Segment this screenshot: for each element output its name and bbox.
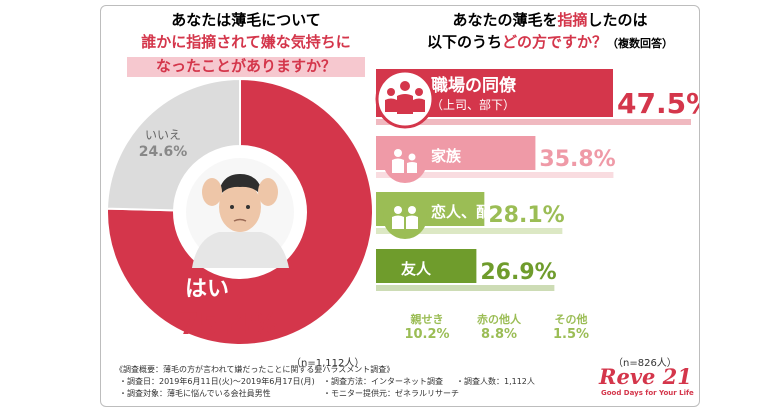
no-slice-label: いいえ <box>145 128 181 142</box>
survey-date: ・調査日：2019年6月11日(火)～2019年6月17日(月) <box>119 377 315 386</box>
survey-count: ・調査人数：1,112人 <box>456 377 535 386</box>
right-question-emphasis: どの方ですか？ <box>502 33 608 51</box>
bar-label: 友人 <box>401 260 432 278</box>
bar-value: 47.5% <box>617 87 699 120</box>
right-question-line2: 以下のうちどの方ですか？（複数回答） <box>401 32 699 54</box>
left-question-line1: あなたは薄毛について <box>171 11 321 29</box>
brand-logo: Reve 21 <box>599 364 692 389</box>
family-icon <box>383 139 427 183</box>
bar-underline <box>376 228 563 234</box>
bar-label: 恋人、配偶者 <box>431 203 521 221</box>
right-sample-size: （n=826人） <box>613 358 677 369</box>
right-question-emphasis: 指摘 <box>557 11 588 29</box>
yes-slice-label: はい <box>185 277 229 302</box>
survey-summary-title: 《調査概要：薄毛の方が言われて嫌だったことに関する髪ハラスメント調査》 <box>115 365 395 374</box>
bar-sublabel: （上司、部下） <box>431 97 515 112</box>
other-answer-value: 10.2% <box>404 327 450 342</box>
thinning-hair-man-image <box>174 146 306 278</box>
bar-value: 28.1% <box>488 203 564 228</box>
bar-label: 家族 <box>431 147 462 165</box>
multiple-answer-note: （複数回答） <box>607 37 674 50</box>
bar-value: 26.9% <box>480 260 556 285</box>
left-question-line3: なったことがありますか？ <box>155 57 336 75</box>
coworkers-icon <box>375 69 435 129</box>
bar-underline <box>376 119 691 125</box>
left-question-line2: 誰かに指摘されて嫌な気持ちに <box>141 33 351 51</box>
bar-value: 35.8% <box>539 147 615 172</box>
right-question-text: あなたの薄毛を <box>452 11 558 29</box>
bar-underline <box>376 285 555 291</box>
bar-label: 職場の同僚 <box>431 75 517 96</box>
other-answer-label: 親せき <box>410 313 444 326</box>
bar-4 <box>376 249 477 283</box>
survey-target: ・調査対象：薄毛に悩んでいる会社員男性 <box>119 389 271 398</box>
left-question-highlight <box>127 57 365 77</box>
right-question-line1: あなたの薄毛を指摘したのは <box>401 10 699 31</box>
couple-icon <box>383 195 427 239</box>
left-sample-size: （n=1,112人） <box>291 358 365 369</box>
yes-slice-value: 75.4% <box>179 307 280 341</box>
survey-provider: ・モニター提供元：ゼネラルリサーチ <box>323 389 459 398</box>
other-answer-value: 8.8% <box>480 327 518 342</box>
bar-underline <box>376 172 614 178</box>
other-answer-value: 1.5% <box>552 327 590 342</box>
brand-tagline: Good Days for Your Life <box>601 389 694 397</box>
right-question-text: したのは <box>587 11 648 29</box>
survey-method: ・調査方法：インターネット調査 <box>323 377 443 386</box>
other-answer-label: その他 <box>554 313 588 326</box>
other-answer-label: 赤の他人 <box>477 313 521 326</box>
donut-chart: いいえ 24.6% はい 75.4% <box>106 77 374 346</box>
infographic-frame: あなたは薄毛について 誰かに指摘されて嫌な気持ちに なったことがありますか？ い… <box>100 5 700 407</box>
no-slice-value: 24.6% <box>139 144 188 160</box>
right-question-text: 以下のうち <box>426 33 502 51</box>
